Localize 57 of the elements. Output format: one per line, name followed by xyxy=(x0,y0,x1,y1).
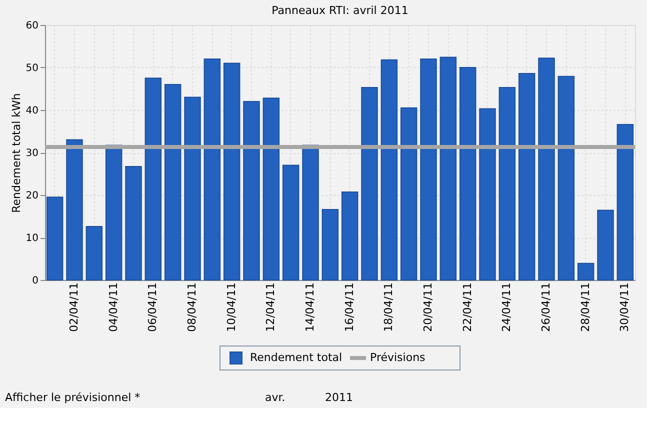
bar xyxy=(616,124,634,280)
x-tick-label: 06/04/11 xyxy=(146,282,160,332)
x-tick-label: 24/04/11 xyxy=(500,282,514,332)
bar xyxy=(204,58,221,280)
bar xyxy=(597,210,614,280)
bar xyxy=(459,67,476,280)
bar xyxy=(577,262,594,280)
text: 2011 xyxy=(325,391,353,404)
bar xyxy=(262,98,280,280)
bar xyxy=(479,108,496,280)
x-tick-label: 02/04/11 xyxy=(68,282,80,332)
bar xyxy=(46,196,64,280)
bar xyxy=(420,58,437,280)
y-tick-label: 20 xyxy=(26,190,38,202)
x-tick-label: 28/04/11 xyxy=(578,282,592,332)
y-tick-label: 60 xyxy=(26,20,38,32)
bar xyxy=(380,59,398,280)
x-tick-label: 20/04/11 xyxy=(422,282,434,332)
bar xyxy=(282,164,300,280)
y-tick-label: 10 xyxy=(26,233,38,244)
bar xyxy=(144,78,162,280)
bar xyxy=(322,208,339,280)
x-tick-label: 16/04/11 xyxy=(342,282,356,332)
bar xyxy=(498,86,516,280)
bar xyxy=(400,107,418,280)
chart-title: Panneaux RTI: avril 2011 xyxy=(272,4,408,17)
bar xyxy=(243,101,260,280)
x-tick-label: 14/04/11 xyxy=(304,282,316,332)
legend-label: Prévisions xyxy=(370,351,426,364)
bar xyxy=(558,76,575,280)
text: Afficher le prévisionnel * xyxy=(5,391,141,404)
x-tick-label: 22/04/11 xyxy=(460,282,474,332)
x-tick-label: 26/04/11 xyxy=(540,282,552,332)
bar xyxy=(518,72,536,280)
y-tick-label: 50 xyxy=(26,63,38,74)
legend-label: Rendement total xyxy=(250,351,342,364)
x-tick-label: 18/04/11 xyxy=(382,282,396,332)
bar xyxy=(440,56,457,280)
bar xyxy=(125,166,142,280)
y-tick-label: 0 xyxy=(32,276,38,286)
x-tick-label: 04/04/11 xyxy=(106,282,120,332)
bar xyxy=(184,96,201,280)
x-tick-label: 08/04/11 xyxy=(186,282,198,332)
bar xyxy=(538,58,555,280)
bar xyxy=(341,192,358,280)
y-tick-label: 30 xyxy=(26,148,38,159)
x-tick-label: 12/04/11 xyxy=(264,282,278,332)
y-tick-label: 40 xyxy=(26,106,38,116)
bar xyxy=(223,62,240,280)
x-tick-label: 10/04/11 xyxy=(224,282,238,332)
bar xyxy=(164,84,182,280)
x-tick-label: 30/04/11 xyxy=(618,282,632,332)
bar xyxy=(86,226,103,280)
y-axis-title: Rendement total kWh xyxy=(10,93,23,213)
text: avr. xyxy=(265,391,286,404)
bar xyxy=(361,86,378,280)
bar xyxy=(66,139,83,280)
